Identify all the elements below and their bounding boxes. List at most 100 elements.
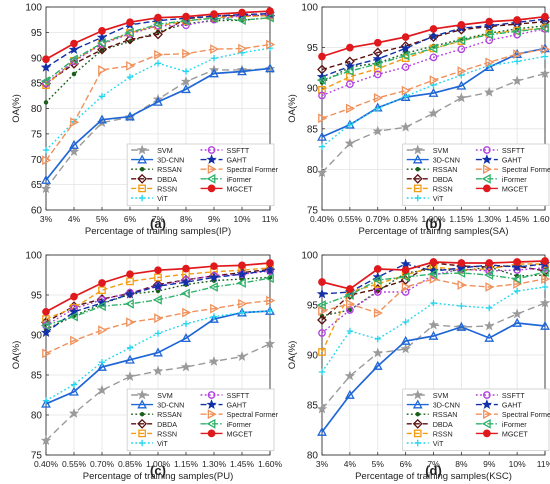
data-point — [266, 7, 274, 15]
legend-label: SVM — [157, 146, 173, 155]
data-point — [400, 258, 411, 269]
data-point — [264, 12, 274, 23]
series-spectral-former — [42, 39, 276, 166]
data-point — [266, 259, 274, 267]
data-point — [346, 285, 354, 293]
x-tick-label: 1.60% — [533, 214, 550, 224]
legend-label: ViT — [157, 194, 168, 203]
legend-item-rssan: RSSAN — [131, 410, 182, 419]
legend-swatch-marker — [138, 429, 146, 438]
legend-item-iformer: iFormer — [475, 418, 527, 429]
data-point — [539, 68, 550, 79]
data-point — [43, 100, 49, 105]
data-point — [373, 308, 383, 318]
data-point — [372, 58, 382, 69]
data-point — [346, 299, 356, 309]
data-point — [40, 435, 52, 446]
data-point — [511, 308, 523, 319]
y-tick-label: 100 — [25, 3, 42, 14]
data-point — [70, 381, 78, 388]
legend-item-dbda: DBDA — [131, 173, 177, 184]
data-point — [318, 348, 326, 356]
legend-item-spectral-former: Spectral Former — [200, 164, 279, 174]
data-point — [153, 29, 163, 40]
legend-item-rssan: RSSAN — [131, 165, 182, 174]
legend-label: MGCET — [502, 429, 529, 438]
data-point — [429, 258, 438, 266]
data-point — [373, 265, 382, 273]
data-point — [125, 354, 135, 364]
legend-swatch-marker — [483, 409, 493, 420]
data-point — [40, 327, 52, 338]
data-point — [68, 311, 78, 322]
data-point — [374, 105, 381, 112]
data-point — [152, 294, 162, 305]
legend-swatch-marker — [412, 418, 423, 429]
legend-swatch-marker — [138, 439, 146, 447]
data-point — [181, 84, 191, 94]
legend-swatch-marker — [412, 144, 423, 155]
series-line — [45, 268, 271, 323]
legend-item-ssftt: SSFTT — [200, 391, 250, 400]
panel-caption: (b) — [425, 216, 442, 231]
legend-item-svm: SVM — [406, 389, 448, 400]
legend-label: SVM — [157, 391, 173, 400]
data-point — [484, 270, 494, 280]
y-tick-label: 85 — [307, 124, 319, 135]
legend-label: ViT — [433, 439, 444, 448]
data-point — [513, 279, 523, 289]
legend-label: RSSAN — [157, 165, 182, 174]
data-point — [42, 307, 50, 316]
data-point — [511, 75, 523, 86]
legend-label: GAHT — [227, 156, 248, 165]
legend-label: SSFTT — [502, 391, 525, 400]
data-point — [344, 389, 355, 399]
data-point — [97, 44, 107, 55]
legend-swatch-marker — [207, 391, 216, 399]
legend-item-rssn: RSSN — [131, 184, 177, 193]
series-line — [321, 28, 546, 97]
data-point — [152, 365, 164, 376]
data-point — [457, 21, 466, 29]
data-point — [98, 27, 106, 35]
legend-box — [126, 388, 275, 451]
legend-item-vit: ViT — [406, 194, 444, 203]
data-point — [154, 330, 162, 337]
data-point — [541, 44, 550, 55]
legend-swatch-marker — [136, 144, 148, 155]
legend-label: RSSN — [157, 184, 177, 193]
legend-swatch-marker — [139, 411, 145, 417]
y-tick-label: 100 — [301, 3, 318, 14]
data-point — [236, 15, 246, 26]
legend-label: MGCET — [502, 184, 529, 193]
y-tick-label: 90 — [31, 331, 43, 342]
legend-label: MGCET — [227, 184, 254, 193]
x-tick-label: 0.40% — [34, 459, 59, 469]
y-tick-label: 95 — [307, 43, 319, 54]
series-line — [321, 278, 546, 314]
data-point — [316, 167, 328, 178]
data-point — [208, 271, 220, 282]
data-point — [317, 131, 327, 141]
data-point — [152, 19, 162, 30]
legend-item-gaht: GAHT — [200, 399, 247, 410]
legend-swatch-marker — [412, 389, 423, 400]
data-point — [373, 70, 382, 79]
legend-swatch-marker — [137, 154, 148, 164]
series-line — [45, 270, 271, 327]
data-point — [238, 8, 246, 17]
data-point — [429, 274, 439, 284]
series-svm — [316, 297, 550, 414]
y-tick-label: 95 — [307, 301, 319, 312]
data-point — [344, 137, 356, 148]
data-point — [152, 280, 164, 291]
legend-item-rssn: RSSN — [406, 429, 453, 438]
data-point — [154, 13, 162, 22]
legend-item-spectral-former: Spectral Former — [475, 164, 550, 174]
legend-swatch-marker — [412, 154, 423, 164]
data-point — [154, 49, 164, 60]
data-point — [373, 38, 382, 47]
data-point — [180, 76, 192, 87]
x-tick-label: 1.00% — [421, 214, 446, 224]
data-point — [266, 39, 276, 50]
